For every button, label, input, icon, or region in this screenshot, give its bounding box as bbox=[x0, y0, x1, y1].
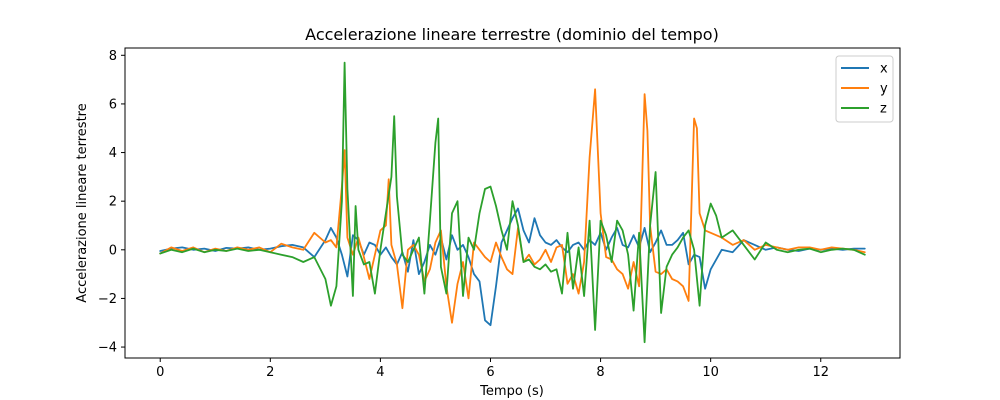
y-tick-label: 6 bbox=[109, 97, 117, 112]
y-tick-label: 8 bbox=[109, 49, 117, 64]
legend-label-y: y bbox=[880, 82, 888, 97]
y-tick-label: −4 bbox=[98, 341, 117, 356]
y-tick-label: 2 bbox=[109, 195, 117, 210]
x-axis-title: Tempo (s) bbox=[479, 384, 544, 399]
y-axis: −4 −2 0 2 4 6 8 bbox=[98, 49, 125, 356]
y-tick-label: 0 bbox=[109, 243, 117, 258]
x-tick-label: 8 bbox=[596, 365, 604, 380]
legend: xyz bbox=[835, 55, 894, 123]
x-tick-label: 12 bbox=[812, 365, 829, 380]
y-axis-title: Accelerazione lineare terrestre bbox=[75, 103, 90, 302]
plot-area bbox=[124, 47, 901, 359]
series-line-y bbox=[159, 88, 866, 324]
x-tick-label: 4 bbox=[376, 365, 384, 380]
y-tick-label: −2 bbox=[98, 292, 117, 307]
plot-frame bbox=[124, 47, 901, 359]
x-tick-label: 0 bbox=[156, 365, 164, 380]
x-tick-label: 10 bbox=[702, 365, 719, 380]
x-axis: 0 2 4 6 8 10 12 bbox=[156, 358, 829, 380]
legend-label-x: x bbox=[880, 62, 888, 77]
chart-title: Accelerazione lineare terrestre (dominio… bbox=[305, 25, 719, 44]
legend-label-z: z bbox=[880, 102, 887, 117]
x-tick-label: 2 bbox=[266, 365, 274, 380]
y-tick-label: 4 bbox=[109, 146, 117, 161]
series-layer bbox=[159, 61, 866, 344]
series-line-z bbox=[159, 61, 866, 344]
x-tick-label: 6 bbox=[486, 365, 494, 380]
